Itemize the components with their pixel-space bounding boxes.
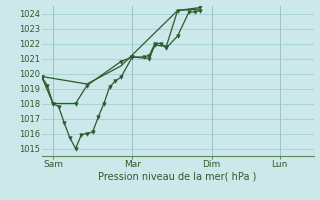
- X-axis label: Pression niveau de la mer( hPa ): Pression niveau de la mer( hPa ): [99, 172, 257, 182]
